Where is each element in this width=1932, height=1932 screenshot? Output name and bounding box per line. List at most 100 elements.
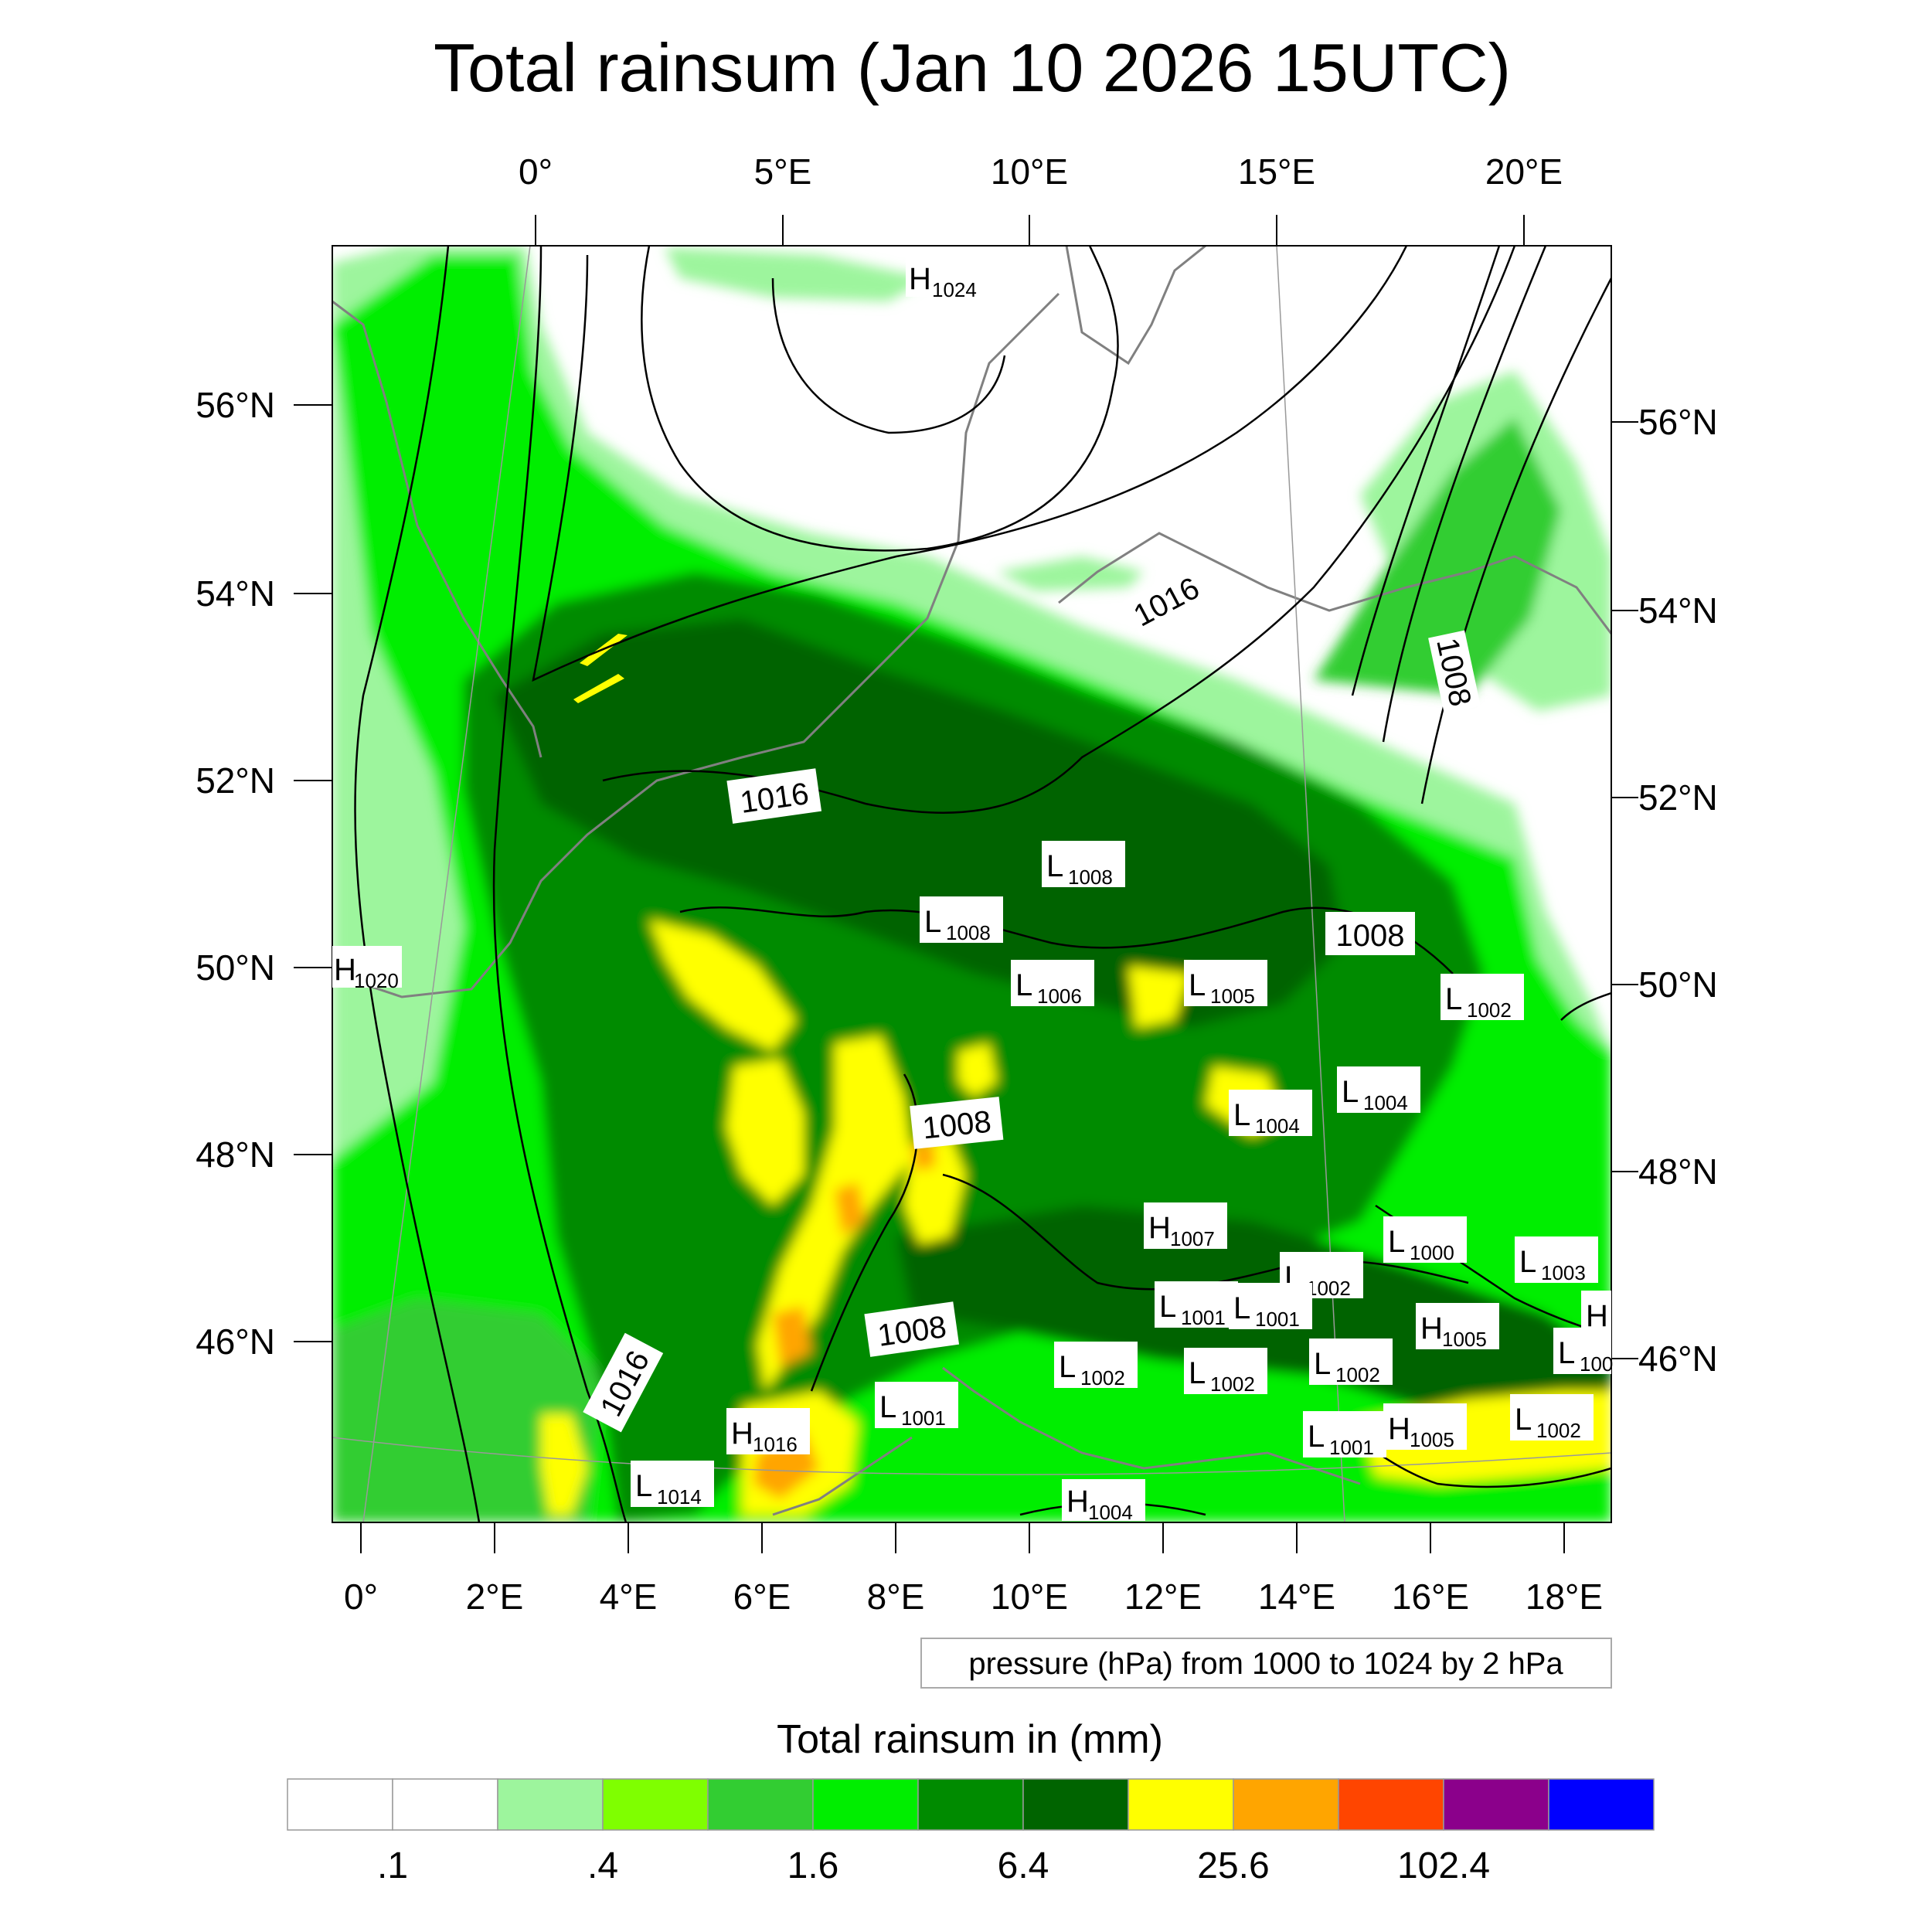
colorbar-label: 6.4 — [998, 1845, 1049, 1886]
pressure-center: L 1001 — [1155, 1281, 1238, 1329]
colorbar-swatch — [1233, 1778, 1339, 1831]
precip-1p6-east — [1314, 417, 1561, 696]
coast-adriatic — [942, 1366, 1361, 1485]
pressure-center-letter: L — [1233, 1098, 1250, 1132]
colorbar-swatch — [917, 1778, 1024, 1831]
coast-scandinavia — [1065, 246, 1206, 366]
right-latitude-labels: 56°N 54°N 52°N 50°N 48°N 46°N — [1638, 402, 1718, 1379]
top-longitude-labels: 0° 5°E 10°E 15°E 20°E — [519, 151, 1563, 192]
colorbar-swatch — [812, 1778, 919, 1831]
precip-1p6-sw — [332, 1298, 603, 1522]
right-lat-label: 46°N — [1638, 1338, 1718, 1379]
pressure-center: L 1002 — [1309, 1338, 1393, 1386]
precip-25p6-e — [958, 1043, 997, 1097]
colorbar-label: .4 — [587, 1845, 618, 1886]
pressure-center-letter: H — [731, 1417, 753, 1451]
top-ticks — [535, 215, 1525, 246]
isobar-label: 1008 — [864, 1301, 960, 1357]
left-latitude-labels: 56°N 54°N 52°N 50°N 48°N 46°N — [196, 385, 275, 1362]
pressure-center: L 100 — [1553, 1328, 1613, 1376]
isobar-label-box — [1325, 912, 1415, 955]
coast-continent — [332, 292, 1060, 998]
pressure-center: L 1006 — [1011, 960, 1094, 1008]
pressure-center-letter: L — [1342, 1075, 1359, 1109]
pressure-center: H 1007 — [1144, 1202, 1227, 1250]
bottom-lon-label: 8°E — [867, 1577, 925, 1617]
pressure-center-letter: L — [1314, 1347, 1331, 1381]
colorbar-labels: .1 .4 1.6 6.4 25.6 102.4 — [377, 1845, 1490, 1886]
pressure-center-value: 1005 — [1410, 1428, 1454, 1451]
pressure-center: H 1024 — [906, 255, 991, 301]
pressure-center-box — [1229, 1283, 1312, 1329]
pressure-center-box — [1309, 1338, 1393, 1385]
pressure-center-value: 1004 — [1363, 1091, 1408, 1114]
isobar — [771, 277, 1006, 434]
isobar-label: 1016 — [726, 768, 822, 824]
pressure-center: L 1001 — [875, 1382, 958, 1430]
colorbar-swatch — [602, 1778, 709, 1831]
pressure-center-letter: L — [1519, 1245, 1536, 1279]
isobar — [679, 906, 1454, 975]
pressure-center: L 1014 — [631, 1461, 714, 1509]
precip-102-a — [835, 1182, 866, 1236]
precip-25p6-g — [1128, 966, 1190, 1028]
pressure-center-letter: L — [1046, 849, 1063, 883]
right-lat-label: 48°N — [1638, 1151, 1718, 1192]
pressure-center-letter: L — [1233, 1291, 1250, 1325]
pressure-center-letter: H — [1148, 1211, 1171, 1245]
pressure-center-box — [726, 1408, 810, 1454]
coast-britain — [332, 300, 543, 758]
pressure-center-letter: L — [1189, 968, 1206, 1002]
precip-25p6-sw — [541, 1414, 587, 1515]
pressure-center-box — [920, 896, 1003, 943]
bottom-lon-label: 10°E — [991, 1577, 1068, 1617]
pressure-centers: H 1024 H 1020 L 1008 L 1008 L 1006 — [332, 255, 1613, 1524]
top-lon-label: 15°E — [1238, 151, 1315, 192]
pressure-center-box — [1184, 960, 1267, 1006]
precip-102-b — [773, 1306, 811, 1368]
bottom-lon-label: 0° — [344, 1577, 378, 1617]
pressure-center: L 1004 — [1229, 1090, 1312, 1138]
rainfall-field — [332, 246, 1611, 1522]
left-lat-label: 52°N — [196, 760, 275, 801]
pressure-center: L 1001 — [1303, 1411, 1386, 1459]
precip-102-d — [912, 1144, 935, 1171]
pressure-center-letter: L — [879, 1390, 896, 1424]
colorbar-swatch — [1443, 1778, 1549, 1831]
colorbar-swatch — [1338, 1778, 1444, 1831]
pressure-center-letter: L — [635, 1469, 652, 1503]
coast-baltic — [1058, 532, 1611, 634]
bottom-lon-label: 4°E — [600, 1577, 658, 1617]
pressure-center-letter: H — [1388, 1412, 1410, 1446]
pressure-center-letter: H — [1586, 1299, 1608, 1333]
pressure-center-letter: H — [909, 262, 931, 296]
top-lon-label: 5°E — [754, 151, 812, 192]
bottom-lon-label: 12°E — [1124, 1577, 1202, 1617]
left-lat-label: 54°N — [196, 573, 275, 614]
pressure-center-value: 1006 — [1037, 985, 1082, 1008]
left-lat-label: 50°N — [196, 947, 275, 988]
pressure-center-box — [1510, 1394, 1594, 1440]
pressure-center-value: 1008 — [1068, 866, 1113, 889]
colorbar-swatch — [392, 1778, 498, 1831]
bottom-lon-label: 18°E — [1526, 1577, 1603, 1617]
isobar-label-box — [1428, 630, 1481, 714]
isobar — [492, 246, 628, 1522]
isobar — [1351, 246, 1501, 696]
pressure-center: L 1002 — [1440, 974, 1524, 1022]
pressure-center: L 1002 — [1054, 1342, 1138, 1389]
pressure-center-box — [1054, 1342, 1138, 1388]
right-lat-label: 50°N — [1638, 964, 1718, 1005]
pressure-center-box — [1062, 1479, 1145, 1521]
pressure-center: L 1003 — [1515, 1236, 1598, 1284]
isobar-label-box — [583, 1332, 664, 1433]
bottom-lon-label: 14°E — [1258, 1577, 1335, 1617]
streak — [573, 674, 624, 703]
pressure-center-value: 1001 — [1255, 1308, 1300, 1331]
bottom-longitude-labels: 0° 2°E 4°E 6°E 8°E 10°E 12°E 14°E 16°E 1… — [344, 1577, 1603, 1617]
top-lon-label: 0° — [519, 151, 553, 192]
pressure-note-text: pressure (hPa) from 1000 to 1024 by 2 hP… — [968, 1647, 1563, 1681]
pressure-center-value: 100 — [1580, 1352, 1613, 1376]
colorbar-swatch — [1128, 1778, 1234, 1831]
colorbar-swatch — [1022, 1778, 1129, 1831]
